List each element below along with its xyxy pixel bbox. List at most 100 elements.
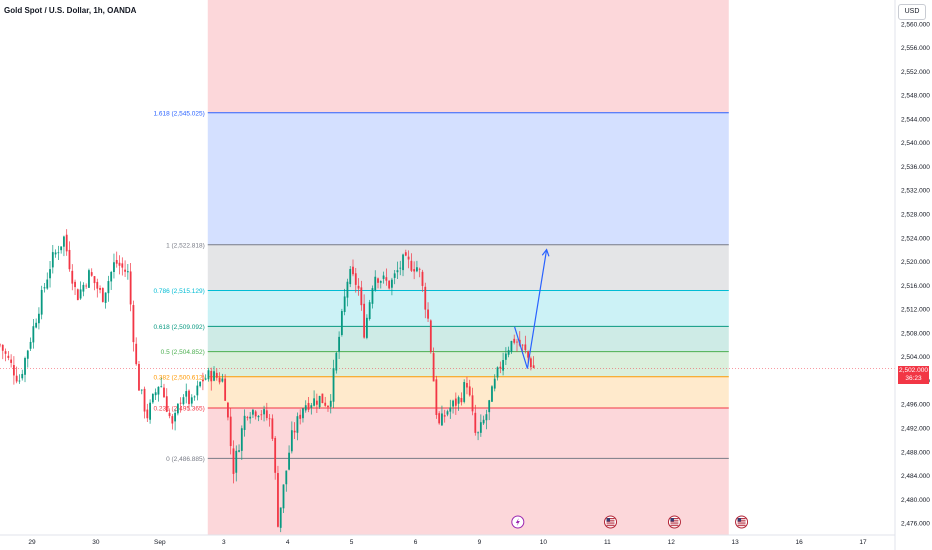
candle-body [126,271,129,273]
candle-body [496,367,499,378]
price-axis-bg [895,0,932,550]
candle-body [174,412,177,422]
fib-level-label: 1 (2,522.818) [166,242,205,249]
flag-stripe [737,519,746,521]
candle-body [138,363,140,391]
candle-body [71,270,74,284]
time-tick-label: 12 [668,539,676,546]
candle-body [140,389,143,391]
candle-body [454,398,457,406]
candle-body [457,397,460,404]
flag-stripe [670,521,679,523]
flag-canton [606,518,611,522]
candle-body [296,416,299,433]
us-flag-event-icon[interactable] [735,515,749,529]
candle-body [279,507,282,528]
candle-body [82,284,85,292]
flag-stripe [737,523,746,525]
flag-stripe [606,521,615,523]
candle-body [51,252,54,268]
time-tick-label: 30 [92,539,100,546]
candle-body [227,402,229,418]
candle-body [368,302,371,320]
candle-body [204,378,207,380]
time-axis[interactable]: 29 30 Sep 3 4 5 6 9 10 11 12 13 16 17 [0,534,895,546]
candle-body [402,254,404,271]
lightning-bolt [515,518,520,526]
candle-body [343,296,346,312]
candle-body [513,338,516,343]
candle-body [277,473,279,527]
event-markers[interactable] [511,515,749,529]
projection-path[interactable] [514,249,548,369]
candle-body [271,418,274,439]
us-flag-event-icon[interactable] [667,515,681,529]
candle-body [54,252,57,255]
flag-stripe [670,525,679,527]
fib-zone [207,290,729,327]
price-tick-label: 2,520.000 [901,259,930,266]
fib-level-label: 1.618 (2,545.025) [153,110,204,117]
price-tick-label: 2,552.000 [901,69,930,76]
candle-body [477,432,479,434]
candle-body [21,373,24,379]
candle-body [232,448,235,474]
candle-body [88,270,90,288]
candle-body [229,416,232,447]
candle-body [352,266,354,275]
candle-body [379,281,382,283]
candle-body [218,377,221,383]
candle-body [135,343,138,365]
candle-body [263,409,265,415]
us-flag-event-icon[interactable] [604,515,618,529]
candle-body [101,288,104,302]
time-tick-label: 9 [478,539,482,546]
candle-body [157,386,160,395]
candle-body [274,437,277,473]
candle-body [154,392,157,396]
candle-body [57,252,60,254]
projection-arrowhead [541,248,550,257]
candle-body [282,484,285,509]
flag-stripe [606,523,615,525]
candle-body [485,414,488,421]
candle-body [85,285,88,287]
candle-body [307,402,310,410]
candle-body [68,249,71,270]
price-tick-label: 2,488.000 [901,449,930,456]
flag-stripe [606,519,615,521]
candle-body [449,407,452,412]
fibonacci-levels[interactable]: 1.618 (2,545.025) 1 (2,522.818) 0.786 (2,5… [153,110,729,463]
candle-body [96,281,99,289]
candle-body [104,292,107,303]
candle-body [338,336,341,352]
candle-body [329,400,332,407]
price-tick-label: 2,480.000 [901,497,930,504]
currency-button[interactable]: USD [898,4,926,20]
candle-body [160,386,163,388]
candle-body [24,358,26,375]
candle-body [165,396,168,412]
lightning-event-icon[interactable] [511,515,525,529]
candle-body [288,452,290,470]
projection-drawing[interactable] [514,248,550,369]
candle-body [374,276,377,291]
candle-body [265,410,268,419]
candle-body [324,402,327,406]
candle-body [363,303,366,338]
candle-body [46,279,49,289]
fib-level-label: 0.236 (2,495.365) [153,405,204,412]
price-axis[interactable]: 2,476.000 2,480.000 2,484.000 2,488.000 2,49… [894,0,932,550]
flag-canton [737,518,742,522]
candle-body [210,370,213,382]
candle-body [488,400,491,413]
candle-body [332,368,335,402]
candle-body [529,358,532,368]
time-tick-label: 29 [28,539,36,546]
candle-body [238,450,240,452]
fib-zone [207,244,729,291]
candle-body [504,353,507,360]
candle-body [40,289,43,315]
candle-body [396,270,399,273]
